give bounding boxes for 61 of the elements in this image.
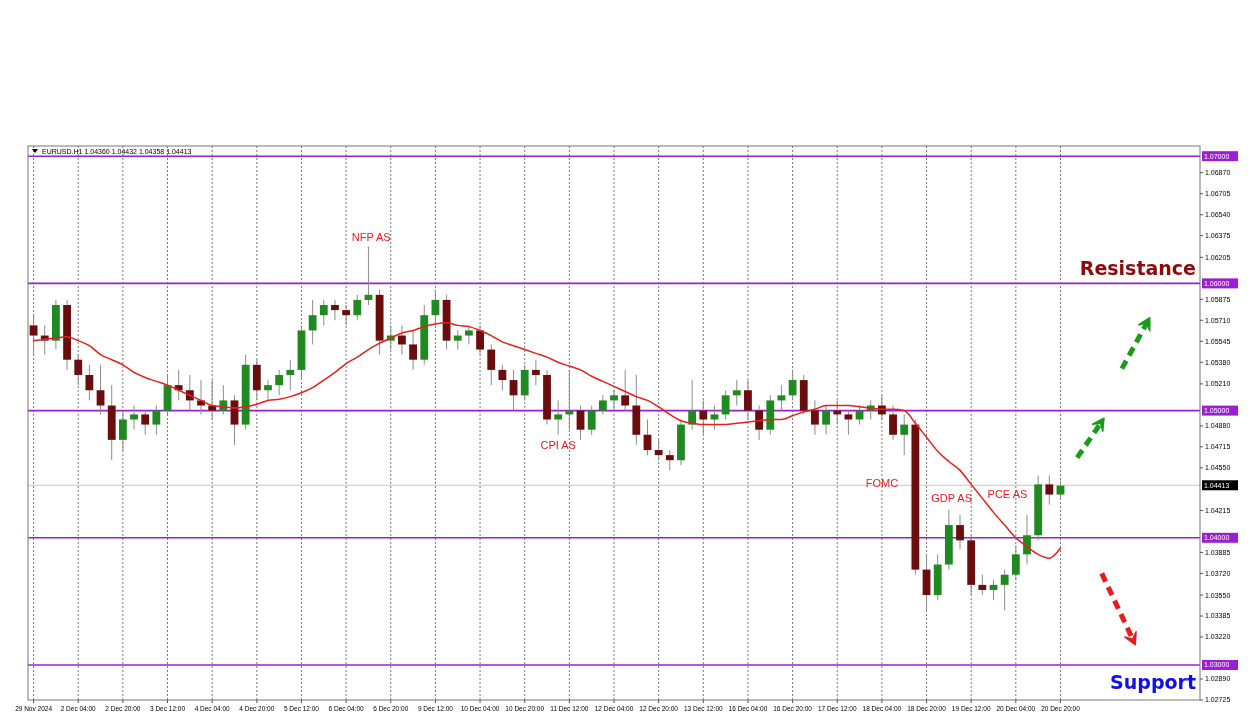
candlestick (219, 384, 228, 415)
candlestick (464, 324, 473, 345)
candlestick (1045, 474, 1054, 506)
candlestick (286, 359, 295, 391)
candlestick (721, 389, 730, 420)
candlestick (409, 329, 417, 371)
candlestick (610, 389, 618, 412)
candlestick (889, 405, 897, 441)
candlestick (275, 369, 284, 396)
candlestick (308, 299, 317, 345)
line-series (32, 322, 1062, 559)
candlestick (476, 324, 484, 356)
candlestick (732, 379, 741, 407)
annotation: CPI AS (540, 438, 576, 451)
annotation: Resistance (1079, 256, 1196, 279)
annotation: FOMC (865, 476, 899, 489)
candlestick (554, 399, 563, 436)
candlestick (197, 379, 205, 415)
candlestick (141, 410, 150, 436)
annotation: PCE AS (987, 488, 1028, 501)
candlestick (621, 369, 630, 412)
candlestick (353, 294, 362, 321)
candlestick (688, 379, 697, 431)
annotation: GDP AS (931, 492, 973, 505)
candlestick (342, 304, 351, 326)
candlestick (331, 299, 339, 321)
candlestick (822, 405, 830, 436)
candlestick (118, 410, 127, 451)
candlestick (665, 449, 674, 471)
annotation: Support (1110, 671, 1196, 694)
candlestick (208, 379, 217, 420)
candlestick (531, 359, 540, 386)
candlestick (498, 364, 507, 391)
candlestick (398, 324, 406, 356)
candlestick (130, 405, 138, 431)
candlestick (453, 329, 462, 351)
candlestick (1011, 544, 1020, 581)
candlestick (598, 394, 607, 415)
candlestick (900, 413, 909, 456)
candlestick (744, 379, 752, 420)
candlestick (96, 364, 105, 415)
candlestick (844, 410, 853, 436)
candlestick (1023, 514, 1031, 566)
candlestick (487, 343, 496, 386)
candlestick (811, 399, 819, 436)
candlestick (1000, 569, 1009, 611)
candlestick (264, 379, 272, 401)
candlestick (319, 299, 328, 326)
candlestick (1056, 480, 1065, 501)
candlestick (85, 364, 94, 401)
candlestick (74, 354, 83, 386)
annotation: NFP AS (351, 231, 391, 244)
candlestick (956, 514, 964, 550)
candlestick (654, 439, 663, 461)
candlestick (978, 574, 987, 596)
candlestick (29, 314, 38, 356)
candlestick (755, 405, 764, 441)
candlestick (587, 405, 596, 436)
candlestick (699, 399, 708, 436)
candlestick (710, 405, 719, 431)
candlestick (152, 405, 161, 436)
